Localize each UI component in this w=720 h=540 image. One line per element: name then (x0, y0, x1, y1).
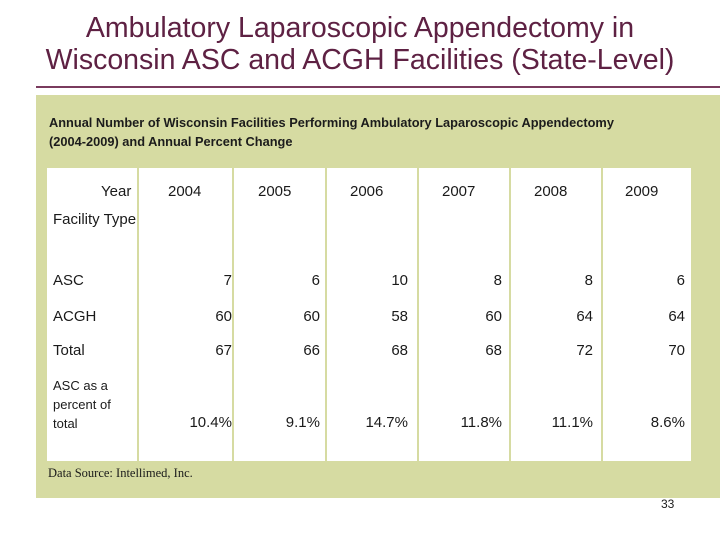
column-divider (137, 255, 139, 461)
table-cell: 72 (576, 342, 593, 359)
table-caption: Annual Number of Wisconsin Facilities Pe… (49, 113, 689, 151)
title-line-2: Wisconsin ASC and ACGH Facilities (State… (45, 44, 675, 76)
table-cell: 60 (215, 308, 232, 325)
facility-type-header: Facility Type (47, 210, 137, 255)
table-cell: 58 (391, 308, 408, 325)
table-cell: 64 (668, 308, 685, 325)
column-gap (601, 168, 603, 255)
table-cell: 8.6% (650, 414, 685, 431)
column-gap (509, 168, 511, 255)
column-gap (232, 168, 234, 255)
title-divider (36, 86, 720, 88)
column-divider (509, 255, 511, 461)
table-cell: 60 (303, 308, 320, 325)
table-cell: 64 (576, 308, 593, 325)
title-line-1: Ambulatory Laparoscopic Appendectomy in (85, 12, 635, 44)
table-cell: 68 (485, 342, 502, 359)
row-label-acgh: ACGH (53, 308, 97, 325)
table-cell: 10.4% (189, 414, 232, 431)
caption-line-1: Annual Number of Wisconsin Facilities Pe… (49, 115, 614, 130)
year-2004: 2004 (168, 183, 202, 200)
table-cell: 14.7% (365, 414, 408, 431)
caption-line-2: (2004-2009) and Annual Percent Change (49, 134, 293, 149)
table-cell: 11.8% (460, 414, 502, 431)
table-cell: 9.1% (285, 414, 320, 431)
year-2005: 2005 (258, 183, 292, 200)
year-2009: 2009 (625, 183, 659, 200)
row-label-asc-percent: ASC as a percent of total (53, 378, 111, 431)
table-cell: 70 (668, 342, 685, 359)
table-cell: 66 (303, 342, 320, 359)
column-divider (325, 255, 327, 461)
table-cell: 6 (676, 272, 685, 289)
table-cell: 60 (485, 308, 502, 325)
table-cell: 7 (223, 272, 232, 289)
column-divider (232, 255, 234, 461)
page-number: 33 (661, 497, 675, 511)
column-gap (137, 168, 139, 255)
year-2008: 2008 (534, 183, 568, 200)
row-label-total: Total (53, 342, 85, 359)
column-gap (325, 168, 327, 255)
table-cell: 68 (391, 342, 408, 359)
data-source-note: Data Source: Intellimed, Inc. (48, 466, 193, 480)
column-gap (417, 168, 419, 255)
year-2007: 2007 (442, 183, 476, 200)
table-cell: 10 (391, 272, 408, 289)
data-table (47, 255, 691, 461)
table-cell: 6 (311, 272, 320, 289)
slide-title: Ambulatory Laparoscopic Appendectomy in … (0, 12, 720, 76)
year-header: Year (101, 183, 132, 200)
year-2006: 2006 (350, 183, 384, 200)
table-cell: 8 (584, 272, 593, 289)
row-label-asc: ASC (53, 272, 84, 289)
column-divider (601, 255, 603, 461)
table-cell: 67 (215, 342, 232, 359)
table-cell: 8 (493, 272, 502, 289)
table-cell: 11.1% (551, 414, 593, 431)
year-header-row (47, 168, 691, 255)
column-divider (417, 255, 419, 461)
